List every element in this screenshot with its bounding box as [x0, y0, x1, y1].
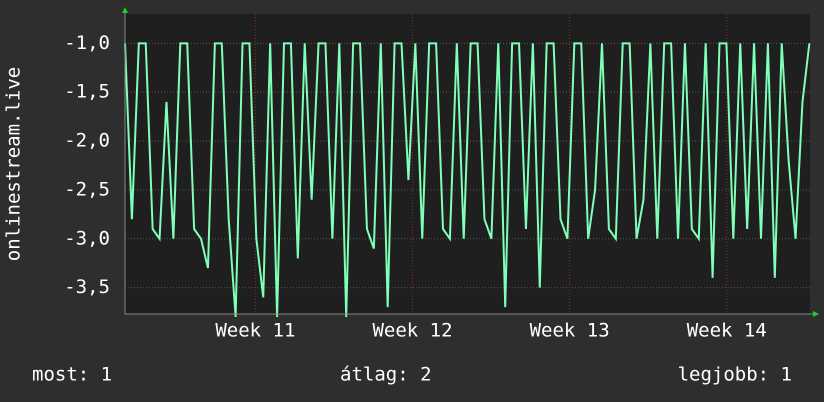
- marks: [124, 42, 811, 318]
- y-tick-label: -2,0: [64, 130, 110, 152]
- y-arrow: [122, 7, 128, 13]
- x-tick-label: Week 12: [372, 320, 452, 342]
- y-tick-label: -3,0: [64, 227, 110, 249]
- footer-current: most: 1: [32, 364, 112, 386]
- line: [124, 42, 811, 318]
- x-tick-label: Week 11: [215, 320, 295, 342]
- y-axis-label: onlinestream.live: [3, 67, 25, 261]
- x-tick-label: Week 14: [687, 320, 767, 342]
- y-tick-label: -2,5: [64, 178, 110, 200]
- y-tick-label: -3,5: [64, 276, 110, 298]
- y-tick-label: -1,5: [64, 81, 110, 103]
- y-tick-label: -1,0: [64, 32, 110, 54]
- plot-area: [125, 14, 810, 314]
- footer-average: átlag: 2: [340, 364, 432, 386]
- x-arrow: [813, 311, 819, 317]
- footer-best: legjobb: 1: [678, 364, 792, 386]
- x-tick-label: Week 13: [530, 320, 610, 342]
